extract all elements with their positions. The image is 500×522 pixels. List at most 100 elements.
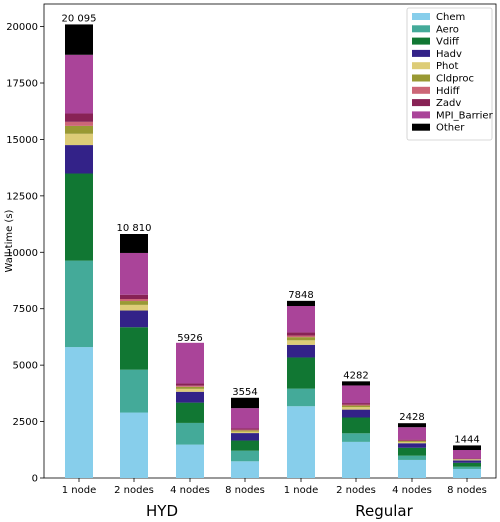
bar-segment-mpi-barrier-4 bbox=[287, 306, 315, 333]
legend-swatch bbox=[412, 111, 430, 119]
bar-segment-aero-7 bbox=[453, 466, 481, 469]
bar-segment-vdiff-3 bbox=[231, 440, 259, 451]
bar-segment-hadv-1 bbox=[120, 310, 148, 328]
bar-segment-cldproc-1 bbox=[120, 301, 148, 305]
y-tick-label: 10000 bbox=[6, 248, 38, 259]
bar-segment-aero-4 bbox=[287, 388, 315, 407]
bar-segment-hadv-4 bbox=[287, 344, 315, 358]
bar-total-label: 7848 bbox=[288, 290, 313, 301]
bar-total-label: 3554 bbox=[232, 387, 257, 398]
x-tick-label: 1 node bbox=[62, 485, 97, 496]
bar-segment-hadv-2 bbox=[176, 391, 204, 403]
bar-segment-chem-6 bbox=[398, 459, 426, 478]
y-tick-label: 15000 bbox=[6, 135, 38, 146]
plot-frame bbox=[43, 3, 497, 479]
bar-segment-vdiff-7 bbox=[453, 462, 481, 467]
x-tick-label: 2 nodes bbox=[114, 485, 154, 496]
bar-segment-chem-0 bbox=[65, 347, 93, 478]
legend-swatch bbox=[412, 62, 430, 70]
legend-swatch bbox=[412, 86, 430, 94]
bar-segment-phot-2 bbox=[176, 388, 204, 392]
legend-entry: Aero bbox=[436, 24, 459, 35]
x-tick-label: 4 nodes bbox=[392, 485, 432, 496]
bar-segment-chem-1 bbox=[120, 412, 148, 478]
bar-segment-zadv-6 bbox=[398, 439, 426, 441]
bar-segment-hdiff-2 bbox=[176, 385, 204, 387]
bar-total-label: 10 810 bbox=[117, 223, 152, 234]
y-axis-label: Wall time (s) bbox=[4, 209, 15, 272]
bar-segment-other-3 bbox=[231, 397, 259, 409]
x-tick-label: 8 nodes bbox=[447, 485, 487, 496]
legend-entry: Zadv bbox=[436, 98, 461, 109]
bar-segment-cldproc-2 bbox=[176, 386, 204, 389]
bar-segment-other-6 bbox=[398, 423, 426, 428]
bar-segment-vdiff-6 bbox=[398, 447, 426, 456]
bar-segment-aero-3 bbox=[231, 450, 259, 462]
x-tick-label: 2 nodes bbox=[336, 485, 376, 496]
legend-swatch bbox=[412, 99, 430, 107]
bar-segment-zadv-0 bbox=[65, 113, 93, 122]
bar-segment-hdiff-3 bbox=[231, 429, 259, 431]
bar-segment-mpi-barrier-5 bbox=[342, 385, 370, 404]
total-label-layer: 20 095 10 810 5926 3554 7848 4282 2428 1444 bbox=[62, 13, 480, 445]
bar-segment-chem-3 bbox=[231, 461, 259, 478]
bar-segment-mpi-barrier-3 bbox=[231, 408, 259, 429]
bar-segment-chem-2 bbox=[176, 444, 204, 478]
bar-segment-cldproc-0 bbox=[65, 125, 93, 134]
bar-segment-hadv-3 bbox=[231, 433, 259, 441]
group-label-layer: HYD Regular bbox=[146, 502, 414, 520]
bar-segment-cldproc-6 bbox=[398, 440, 426, 442]
bar-segment-hdiff-1 bbox=[120, 299, 148, 302]
bar-total-label: 5926 bbox=[177, 333, 202, 344]
bar-segment-cldproc-3 bbox=[231, 430, 259, 432]
bar-segment-aero-6 bbox=[398, 455, 426, 460]
legend-swatch bbox=[412, 74, 430, 82]
bar-segment-chem-5 bbox=[342, 441, 370, 478]
bar-segment-other-7 bbox=[453, 445, 481, 451]
bar-segment-hdiff-0 bbox=[65, 121, 93, 126]
bar-segment-cldproc-4 bbox=[287, 337, 315, 341]
bar-segment-hadv-7 bbox=[453, 460, 481, 463]
bar-segment-aero-5 bbox=[342, 433, 370, 442]
bar-segment-mpi-barrier-6 bbox=[398, 427, 426, 440]
y-tick-label: 0 bbox=[32, 474, 38, 485]
bar-layer bbox=[65, 24, 481, 478]
y-tick-label: 5000 bbox=[13, 361, 38, 372]
x-tick-label: 1 node bbox=[284, 485, 319, 496]
y-tick-label: 20000 bbox=[6, 22, 38, 33]
bar-segment-vdiff-2 bbox=[176, 402, 204, 423]
bar-segment-other-5 bbox=[342, 381, 370, 386]
bar-segment-vdiff-0 bbox=[65, 173, 93, 261]
bar-segment-hadv-6 bbox=[398, 443, 426, 448]
bar-segment-mpi-barrier-7 bbox=[453, 450, 481, 459]
bar-segment-other-1 bbox=[120, 234, 148, 253]
bar-segment-phot-6 bbox=[398, 441, 426, 444]
bar-segment-hadv-0 bbox=[65, 145, 93, 174]
bar-segment-other-4 bbox=[287, 300, 315, 307]
bar-segment-vdiff-1 bbox=[120, 327, 148, 370]
legend-swatch bbox=[412, 49, 430, 57]
bar-segment-zadv-1 bbox=[120, 294, 148, 300]
x-tick-label: 8 nodes bbox=[225, 485, 265, 496]
bar-segment-hdiff-5 bbox=[342, 404, 370, 406]
bar-segment-hdiff-4 bbox=[287, 335, 315, 338]
bar-segment-zadv-3 bbox=[231, 428, 259, 430]
legend-swatch bbox=[412, 37, 430, 45]
bar-segment-phot-1 bbox=[120, 304, 148, 311]
bar-segment-vdiff-5 bbox=[342, 417, 370, 434]
bar-segment-chem-4 bbox=[287, 406, 315, 478]
y-axis: 0 2500 5000 7500 10000 12500 15000 17500 20000 bbox=[6, 22, 44, 485]
bar-segment-phot-4 bbox=[287, 340, 315, 345]
bar-segment-zadv-5 bbox=[342, 403, 370, 405]
x-tick-label: 4 nodes bbox=[170, 485, 210, 496]
bar-total-label: 1444 bbox=[454, 434, 479, 445]
x-axis: 1 node 2 nodes 4 nodes 8 nodes 1 node 2 nodes… bbox=[62, 478, 487, 496]
bar-segment-vdiff-4 bbox=[287, 357, 315, 389]
y-tick-label: 7500 bbox=[13, 304, 38, 315]
y-tick-label: 12500 bbox=[6, 191, 38, 202]
legend-entry: Phot bbox=[436, 61, 458, 72]
legend-entry: Hadv bbox=[436, 49, 462, 60]
bar-segment-cldproc-5 bbox=[342, 405, 370, 408]
y-tick-label: 2500 bbox=[13, 417, 38, 428]
